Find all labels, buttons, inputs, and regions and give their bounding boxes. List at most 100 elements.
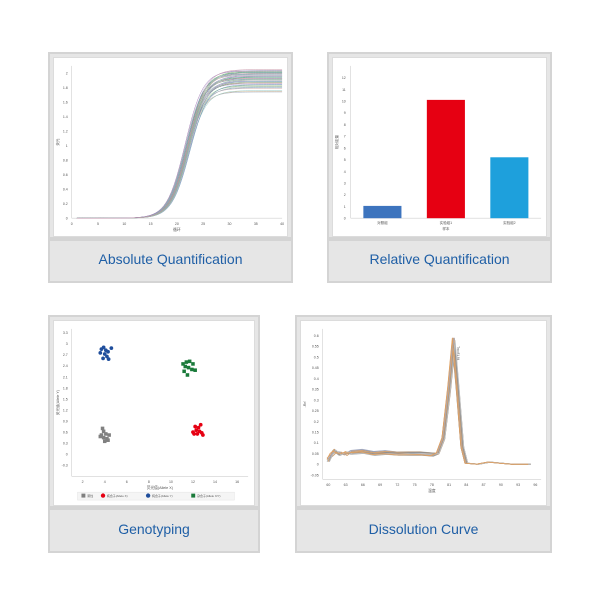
y-tick-label: 0 — [317, 463, 319, 467]
dissolution-curve-card[interactable]: -0.05 0 0.05 0.1 0.15 0.2 0.25 0.3 0.35 0.4 0.45 0.… — [295, 315, 552, 553]
y-tick-label: 2 — [344, 193, 346, 197]
x-tick-label: 2 — [82, 480, 84, 484]
y-tick-label: 2.1 — [63, 375, 68, 379]
y-tick-label: 0.55 — [312, 345, 319, 349]
y-tick-label: 0.9 — [63, 420, 68, 424]
melt-curve — [328, 345, 531, 465]
y-tick-label: 0 — [66, 217, 68, 221]
x-tick-label: 72 — [395, 483, 399, 487]
melt-curve — [326, 337, 529, 465]
data-point — [197, 429, 202, 434]
amplification-curve — [76, 85, 283, 219]
amplification-curve — [76, 79, 283, 219]
data-point — [109, 346, 114, 350]
y-tick-label: 7 — [344, 135, 346, 139]
x-tick-label: 30 — [228, 222, 232, 226]
data-point — [186, 365, 191, 370]
melt-curve — [327, 337, 529, 465]
y-tick-label: 0.6 — [63, 173, 68, 177]
y-tick-label: 1.2 — [63, 408, 68, 412]
data-point — [98, 350, 103, 355]
data-point — [101, 435, 106, 440]
y-tick-label: 2.4 — [63, 364, 68, 368]
y-axis-label: 相对定量 — [334, 134, 339, 149]
absolute-quantification-caption[interactable]: Absolute Quantification — [98, 251, 243, 267]
y-tick-label: -0.05 — [311, 473, 319, 477]
data-point — [193, 424, 198, 429]
amplification-curve — [76, 87, 283, 219]
melt-curve — [329, 345, 531, 465]
x-tick-label: 81 — [447, 483, 451, 487]
amplification-curve — [76, 76, 283, 219]
amplification-curve — [76, 80, 283, 219]
legend-label: 阴性 — [87, 493, 93, 498]
amplification-curve — [76, 91, 283, 219]
amplification-curve — [76, 69, 283, 219]
bar — [490, 157, 529, 219]
data-point — [106, 349, 110, 354]
melt-curve — [327, 342, 529, 465]
amplification-curve — [76, 80, 283, 219]
x-tick-label: 93 — [516, 483, 520, 487]
x-tick-label: 66 — [361, 483, 365, 487]
dissolution-curve-chart: -0.05 0 0.05 0.1 0.15 0.2 0.25 0.3 0.35 0.4 0.45 0.… — [300, 320, 547, 506]
data-point — [100, 426, 105, 431]
y-tick-label: 4 — [344, 170, 346, 174]
relative-quantification-card[interactable]: 0 1 2 3 4 5 6 7 8 9 10 11 12 对照组 实验组1 实验组2 样本 相对定量 Relati… — [327, 52, 552, 283]
amplification-curve — [76, 74, 283, 219]
y-tick-label: 0.2 — [314, 420, 319, 424]
y-tick-label: -0.3 — [62, 464, 68, 468]
amplification-curve — [76, 70, 283, 219]
genotyping-caption[interactable]: Genotyping — [118, 520, 190, 537]
x-tick-label: 10 — [122, 222, 126, 226]
y-axis-label: 荧光 — [55, 138, 60, 146]
y-tick-label: 10 — [342, 100, 346, 104]
amplification-curve — [76, 71, 283, 219]
divider — [50, 237, 291, 241]
x-tick-label: 对照组 — [377, 220, 388, 225]
y-tick-label: 12 — [342, 76, 346, 80]
x-tick-label: 16 — [235, 480, 239, 484]
genotyping-scatter-chart: -0.3 0 0.3 0.6 0.9 1.2 1.5 1.8 2.1 2.4 2.7 3 3.3 2 4 6 8… — [53, 320, 255, 506]
y-tick-label: 0.4 — [314, 377, 319, 381]
amplification-curve — [76, 76, 283, 219]
amplification-chart: 0 0.2 0.4 0.6 0.8 1 1.2 1.4 1.6 1.8 2 0 5 10 15 20 25 30 3… — [53, 57, 288, 237]
data-point — [198, 422, 203, 427]
y-tick-label: 9 — [344, 111, 346, 115]
x-tick-label: 90 — [499, 483, 503, 487]
y-tick-label: 2.7 — [63, 353, 68, 357]
genotyping-card[interactable]: -0.3 0 0.3 0.6 0.9 1.2 1.5 1.8 2.1 2.4 2.7 3 3.3 2 4 6 8… — [48, 315, 260, 553]
data-point — [191, 362, 195, 366]
melt-curve — [329, 340, 531, 465]
x-tick-label: 25 — [201, 222, 205, 226]
x-tick-label: 40 — [280, 222, 284, 226]
amplification-curve — [76, 80, 283, 219]
y-tick-label: 1.6 — [63, 101, 68, 105]
data-point — [190, 367, 194, 372]
y-tick-label: 0.35 — [312, 388, 319, 392]
relative-quantification-caption[interactable]: Relative Quantification — [369, 251, 510, 267]
y-tick-label: 0 — [344, 217, 346, 221]
y-tick-label: 0.25 — [312, 409, 319, 413]
data-point — [101, 345, 106, 350]
y-tick-label: 1.8 — [63, 86, 68, 90]
melt-curve — [327, 337, 530, 465]
absolute-quantification-card[interactable]: 0 0.2 0.4 0.6 0.8 1 1.2 1.4 1.6 1.8 2 0 5 10 15 20 25 30 3… — [48, 52, 293, 283]
data-point — [181, 362, 185, 366]
y-tick-label: 0.15 — [312, 430, 319, 434]
x-tick-label: 75 — [413, 483, 417, 487]
x-tick-label: 5 — [97, 222, 99, 226]
x-tick-label: 69 — [378, 483, 382, 487]
x-tick-label: 63 — [344, 483, 348, 487]
amplification-curve — [76, 77, 283, 219]
y-tick-label: 1 — [66, 144, 68, 148]
x-tick-label: 35 — [254, 222, 258, 226]
melt-curve — [329, 342, 531, 465]
y-tick-label: 11 — [342, 88, 346, 92]
amplification-curve — [76, 75, 283, 219]
relative-bar-chart: 0 1 2 3 4 5 6 7 8 9 10 11 12 对照组 实验组1 实验组2 样本 相对定量 — [332, 57, 547, 237]
dissolution-curve-caption[interactable]: Dissolution Curve — [368, 520, 479, 537]
y-tick-label: 0.6 — [63, 431, 68, 435]
x-axis-label: 循环 — [173, 227, 181, 232]
data-point — [184, 360, 189, 364]
